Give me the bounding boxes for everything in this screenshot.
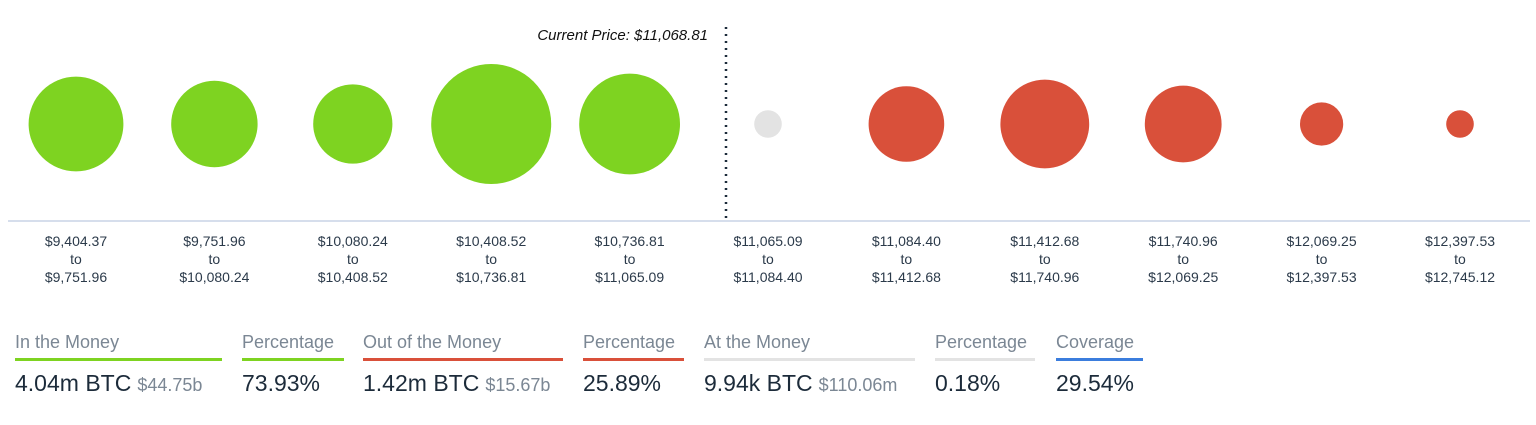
- range-to-word: to: [1316, 251, 1328, 267]
- range-to-label: $12,745.12: [1425, 269, 1495, 285]
- stat-label: Percentage: [935, 332, 1028, 352]
- range-to-word: to: [485, 251, 497, 267]
- bubble-in-the-money[interactable]: [28, 76, 124, 172]
- stat-label: Out of the Money: [363, 332, 502, 352]
- stat-usd-value: $15.67b: [485, 375, 551, 395]
- stat-label: Coverage: [1056, 332, 1135, 352]
- stat-out-of-the-money-percentage: Percentage 25.89%: [583, 330, 684, 397]
- range-from-label: $10,080.24: [318, 233, 388, 249]
- range-to-label: $11,412.68: [872, 269, 941, 285]
- stat-coverage: Coverage 29.54%: [1056, 330, 1143, 397]
- current-price-label: Current Price: $11,068.81: [537, 27, 708, 44]
- bubble-out-of-the-money[interactable]: [1000, 79, 1090, 169]
- bubble-out-of-the-money[interactable]: [1144, 85, 1222, 163]
- stat-value: 9.94k BTC $110.06m: [704, 370, 898, 396]
- stat-underline: [363, 358, 563, 361]
- stat-underline: [1056, 358, 1143, 361]
- range-to-word: to: [1039, 251, 1051, 267]
- stat-at-the-money-percentage: Percentage 0.18%: [935, 330, 1035, 397]
- bubble-out-of-the-money[interactable]: [1300, 102, 1344, 146]
- stat-value: 25.89%: [583, 370, 662, 396]
- range-to-label: $9,751.96: [45, 269, 107, 285]
- range-to-label: $11,740.96: [1010, 269, 1079, 285]
- range-label-group: $9,404.37 to $9,751.96 $9,751.96 to $10,080.2…: [45, 233, 1495, 285]
- range-from-label: $12,069.25: [1287, 233, 1357, 249]
- range-to-word: to: [901, 251, 913, 267]
- range-from-label: $10,736.81: [595, 233, 665, 249]
- bubble-in-the-money[interactable]: [171, 80, 258, 168]
- stat-underline: [583, 358, 684, 361]
- range-from-label: $9,404.37: [45, 233, 107, 249]
- stat-label: Percentage: [583, 332, 676, 352]
- range-to-label: $12,069.25: [1148, 269, 1218, 285]
- stat-label: Percentage: [242, 332, 335, 352]
- stat-underline: [15, 358, 222, 361]
- stat-label: At the Money: [704, 332, 811, 352]
- range-from-label: $9,751.96: [183, 233, 245, 249]
- range-from-label: $10,408.52: [456, 233, 526, 249]
- stat-usd-value: $110.06m: [818, 375, 898, 395]
- range-from-label: $11,740.96: [1149, 233, 1218, 249]
- bubble-in-the-money[interactable]: [431, 64, 552, 184]
- bubble-out-of-the-money[interactable]: [1446, 110, 1474, 138]
- stat-at-the-money: At the Money 9.94k BTC $110.06m: [704, 330, 915, 399]
- bubble-at-the-money[interactable]: [754, 110, 782, 138]
- range-from-label: $11,412.68: [1010, 233, 1079, 249]
- range-to-word: to: [624, 251, 636, 267]
- stat-underline: [704, 358, 915, 361]
- summary-stats: In the Money 4.04m BTC $44.75b Percentage…: [0, 330, 1536, 410]
- stat-out-of-the-money: Out of the Money 1.42m BTC $15.67b: [363, 330, 563, 399]
- stat-value: 0.18%: [935, 370, 1001, 396]
- range-to-label: $10,408.52: [318, 269, 388, 285]
- bubble-in-the-money[interactable]: [579, 73, 680, 175]
- stat-label: In the Money: [15, 332, 120, 352]
- stat-usd-value: $44.75b: [137, 375, 203, 395]
- range-from-label: $11,084.40: [872, 233, 941, 249]
- range-to-word: to: [1454, 251, 1466, 267]
- bubble-out-of-the-money[interactable]: [868, 86, 945, 162]
- range-to-label: $11,084.40: [733, 269, 802, 285]
- stat-underline: [935, 358, 1035, 361]
- range-from-label: $12,397.53: [1425, 233, 1495, 249]
- range-to-label: $12,397.53: [1287, 269, 1357, 285]
- stat-underline: [242, 358, 344, 361]
- range-to-label: $11,065.09: [595, 269, 664, 285]
- stat-value: 4.04m BTC $44.75b: [15, 370, 203, 396]
- range-to-word: to: [347, 251, 359, 267]
- bubble-group: [28, 64, 1474, 184]
- bubble-in-the-money[interactable]: [313, 84, 393, 164]
- stat-in-the-money: In the Money 4.04m BTC $44.75b: [15, 330, 222, 399]
- range-to-label: $10,080.24: [179, 269, 249, 285]
- stat-value: 29.54%: [1056, 370, 1135, 396]
- range-to-label: $10,736.81: [456, 269, 526, 285]
- range-to-word: to: [70, 251, 82, 267]
- stat-value: 73.93%: [242, 370, 321, 396]
- range-to-word: to: [209, 251, 221, 267]
- range-to-word: to: [1177, 251, 1189, 267]
- range-to-word: to: [762, 251, 774, 267]
- bubble-chart: Current Price: $11,068.81 $9,404.37to$9,…: [8, 27, 1530, 285]
- range-from-label: $11,065.09: [733, 233, 802, 249]
- stat-in-the-money-percentage: Percentage 73.93%: [242, 330, 344, 397]
- stat-value: 1.42m BTC $15.67b: [363, 370, 551, 396]
